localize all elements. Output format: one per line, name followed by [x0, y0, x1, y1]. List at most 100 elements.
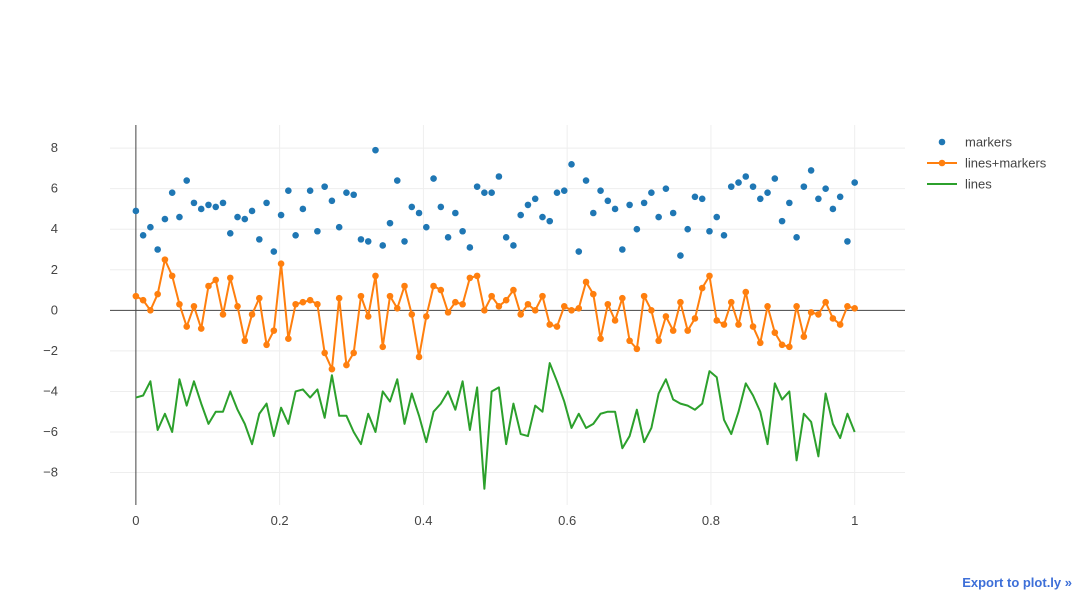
y-tick-label: 6 — [51, 181, 58, 196]
data-point — [807, 167, 815, 174]
data-point — [285, 335, 292, 343]
data-point — [292, 300, 299, 308]
data-point — [575, 248, 583, 255]
data-point — [589, 290, 597, 298]
data-point — [749, 183, 757, 190]
data-point — [510, 242, 517, 249]
data-point — [299, 205, 307, 213]
data-point — [190, 199, 198, 207]
data-point — [786, 343, 793, 351]
data-point — [713, 317, 721, 324]
data-point — [350, 349, 357, 357]
data-point — [829, 205, 837, 213]
data-point — [836, 321, 844, 328]
y-tick-label: 2 — [51, 262, 58, 277]
y-tick-label: −2 — [43, 343, 58, 358]
export-to-plotly-link[interactable]: Export to plot.ly » — [962, 575, 1072, 590]
plot-traces — [132, 146, 858, 490]
x-tick-label: 0.2 — [271, 513, 289, 528]
data-point — [205, 282, 212, 290]
data-point — [844, 238, 851, 245]
data-point — [256, 236, 263, 243]
data-point — [481, 189, 488, 197]
data-point — [786, 199, 793, 207]
data-point — [619, 246, 626, 253]
data-point — [321, 183, 328, 190]
legend-item-lines[interactable]: lines — [927, 177, 992, 192]
data-point — [771, 175, 779, 182]
data-point — [466, 274, 474, 282]
data-point — [793, 302, 800, 310]
data-point — [531, 307, 539, 314]
data-point — [292, 232, 299, 239]
data-point — [568, 307, 575, 314]
series-line — [135, 258, 855, 371]
data-point — [771, 329, 779, 336]
data-point — [502, 234, 510, 241]
y-tick-label: −4 — [43, 383, 58, 398]
data-point — [386, 292, 394, 300]
data-point — [778, 341, 786, 349]
data-point — [241, 337, 249, 345]
data-point — [379, 343, 387, 351]
data-point — [408, 311, 416, 318]
data-point — [154, 246, 161, 253]
data-point — [147, 223, 154, 231]
data-point — [343, 189, 350, 197]
data-point — [822, 185, 829, 192]
data-point — [154, 290, 161, 298]
data-point — [364, 313, 372, 320]
legend-item-markers[interactable]: markers — [938, 135, 1013, 150]
data-point — [706, 227, 713, 235]
data-point — [619, 294, 626, 302]
data-point — [277, 211, 285, 219]
data-point — [481, 307, 488, 314]
data-point — [415, 209, 423, 217]
data-point — [321, 349, 328, 357]
data-point — [357, 236, 365, 243]
data-point — [147, 307, 154, 314]
legend[interactable]: markers lines+markers lines — [927, 135, 1047, 192]
grid — [110, 125, 905, 505]
data-point — [691, 193, 699, 201]
data-point — [597, 187, 604, 194]
data-point — [524, 300, 532, 308]
data-point — [727, 298, 735, 306]
data-point — [735, 179, 742, 186]
data-point — [401, 282, 408, 290]
data-point — [815, 195, 822, 203]
x-tick-label: 0.6 — [558, 513, 576, 528]
y-tick-label: −6 — [43, 424, 58, 439]
data-point — [452, 209, 459, 217]
data-point — [335, 223, 343, 231]
data-point — [459, 227, 466, 235]
data-point — [306, 187, 314, 194]
data-point — [263, 199, 270, 207]
data-point — [851, 179, 858, 186]
data-point — [698, 284, 706, 292]
data-point — [183, 323, 191, 330]
data-point — [640, 199, 648, 207]
data-point — [176, 300, 183, 308]
x-tick-label: 0.8 — [702, 513, 720, 528]
data-point — [706, 272, 713, 280]
data-point — [756, 195, 764, 203]
data-point — [684, 327, 691, 334]
data-point — [248, 207, 256, 215]
data-point — [502, 296, 510, 304]
data-point — [372, 146, 379, 154]
data-point — [314, 300, 321, 308]
legend-item-lines-markers[interactable]: lines+markers — [927, 156, 1047, 171]
data-point — [677, 298, 684, 306]
data-point — [219, 311, 227, 318]
data-point — [807, 309, 815, 316]
trace-markers — [132, 146, 858, 259]
data-point — [495, 302, 503, 310]
data-point — [139, 232, 147, 239]
data-point — [553, 189, 561, 197]
data-point — [764, 189, 771, 197]
data-point — [306, 296, 314, 304]
data-point — [132, 207, 140, 215]
data-point — [226, 229, 234, 237]
